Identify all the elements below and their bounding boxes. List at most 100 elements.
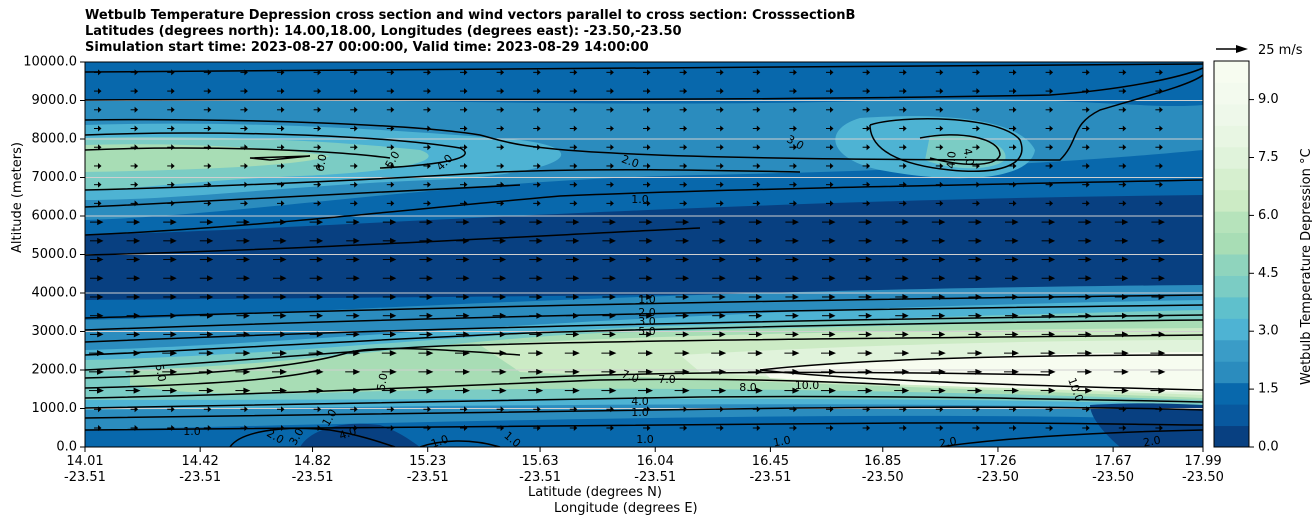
wind-vector bbox=[199, 293, 214, 300]
wind-vector bbox=[716, 200, 724, 207]
wind-vector bbox=[1009, 144, 1017, 151]
wind-vector bbox=[895, 331, 909, 338]
wind-vector bbox=[533, 162, 541, 169]
y-tick-label: 4000.0 bbox=[32, 286, 78, 301]
wind-vector bbox=[569, 200, 578, 207]
wind-vector bbox=[826, 125, 834, 132]
wind-vector bbox=[639, 312, 653, 319]
wind-vector bbox=[712, 219, 726, 226]
wind-vector bbox=[712, 237, 726, 244]
wind-vector bbox=[862, 200, 871, 207]
wind-vector bbox=[785, 312, 799, 319]
wind-vector bbox=[972, 88, 980, 95]
wind-vector bbox=[277, 181, 285, 188]
wind-vector bbox=[496, 88, 505, 95]
wind-vector bbox=[899, 425, 907, 431]
wind-vector bbox=[418, 368, 434, 375]
wind-vector bbox=[89, 350, 104, 357]
wind-vector bbox=[236, 293, 250, 300]
wind-vector bbox=[931, 312, 946, 319]
wind-vector bbox=[1114, 237, 1129, 244]
wind-vector bbox=[496, 106, 505, 113]
wind-vector bbox=[423, 144, 431, 151]
wind-vector bbox=[899, 125, 907, 132]
wind-vector bbox=[423, 181, 431, 188]
contour-label: 5.0 bbox=[375, 372, 391, 391]
wind-vector bbox=[163, 275, 177, 282]
wind-vector bbox=[1151, 275, 1165, 282]
wind-vector bbox=[1009, 106, 1017, 113]
wind-vector bbox=[1082, 200, 1090, 207]
wind-vector bbox=[130, 125, 139, 132]
wind-vector bbox=[716, 69, 724, 76]
wind-vector bbox=[1114, 331, 1129, 338]
wind-vector bbox=[1040, 387, 1056, 394]
wind-vector bbox=[455, 387, 470, 394]
wind-vector bbox=[716, 425, 724, 431]
wind-vector bbox=[162, 387, 178, 394]
wind-vector bbox=[203, 88, 212, 95]
contour-label: 3.0 bbox=[638, 315, 656, 328]
wind-vector bbox=[826, 162, 834, 169]
field-band bbox=[1090, 403, 1203, 447]
wind-vector bbox=[1151, 219, 1165, 226]
wind-vector bbox=[822, 219, 836, 226]
wind-vector bbox=[899, 144, 907, 151]
wind-vector bbox=[1118, 69, 1127, 76]
wind-vector bbox=[382, 312, 397, 319]
wind-vector bbox=[126, 293, 141, 300]
x-tick-label-lon: -23.51 bbox=[519, 470, 561, 485]
wind-vector bbox=[789, 162, 797, 169]
wind-vector bbox=[386, 406, 395, 413]
wind-vector bbox=[747, 387, 763, 394]
wind-vector bbox=[643, 106, 651, 113]
wind-vector bbox=[1155, 88, 1163, 95]
wind-vector bbox=[1078, 275, 1092, 282]
wind-vector bbox=[858, 237, 873, 244]
wind-vector bbox=[639, 331, 653, 338]
wind-vector bbox=[381, 368, 397, 375]
wind-vector bbox=[968, 237, 982, 244]
colorbar-segment bbox=[1214, 125, 1249, 148]
colorbar-segment bbox=[1214, 425, 1249, 448]
wind-vector bbox=[1151, 237, 1165, 244]
contour-label: 2.0 bbox=[1142, 434, 1161, 450]
wind-vector bbox=[236, 331, 250, 338]
wind-vector bbox=[350, 181, 358, 188]
wind-vector bbox=[382, 256, 397, 263]
y-tick-label: 2000.0 bbox=[32, 363, 78, 378]
wind-vector bbox=[1118, 106, 1127, 113]
wind-vector bbox=[126, 275, 141, 282]
wind-vector bbox=[675, 275, 690, 282]
colorbar-segment bbox=[1214, 254, 1249, 276]
wind-vector bbox=[1009, 125, 1017, 132]
wind-vector bbox=[203, 181, 212, 188]
wind-vector bbox=[822, 293, 836, 300]
title-line-2: Latitudes (degrees north): 14.00,18.00, … bbox=[85, 24, 682, 39]
wind-vector bbox=[198, 368, 214, 375]
wind-vector bbox=[236, 237, 250, 244]
wind-vector bbox=[931, 275, 946, 282]
wind-vector bbox=[643, 162, 651, 169]
wind-vector bbox=[240, 88, 248, 95]
x-axis-label-longitude: Longitude (degrees E) bbox=[554, 501, 698, 516]
wind-vector bbox=[785, 331, 799, 338]
wind-vector bbox=[789, 200, 797, 207]
wind-vector bbox=[455, 350, 470, 357]
wind-vector bbox=[313, 106, 322, 113]
wind-vector bbox=[752, 181, 761, 188]
wind-vector bbox=[602, 256, 616, 263]
wind-vector bbox=[894, 387, 910, 394]
field-band bbox=[85, 195, 1203, 300]
wind-vector bbox=[1114, 275, 1129, 282]
colorbar: 0.0 1.5 3.0 4.5 6.0 7.5 9.0 bbox=[1213, 60, 1279, 455]
wind-vector bbox=[94, 69, 102, 76]
wind-vector bbox=[862, 144, 871, 151]
wind-vector bbox=[423, 106, 431, 113]
wind-vector bbox=[602, 293, 616, 300]
wind-vector bbox=[899, 88, 907, 95]
wind-vector bbox=[167, 181, 175, 188]
wind-vector bbox=[94, 162, 102, 169]
wind-vector bbox=[491, 387, 507, 394]
wind-vector bbox=[423, 125, 431, 132]
